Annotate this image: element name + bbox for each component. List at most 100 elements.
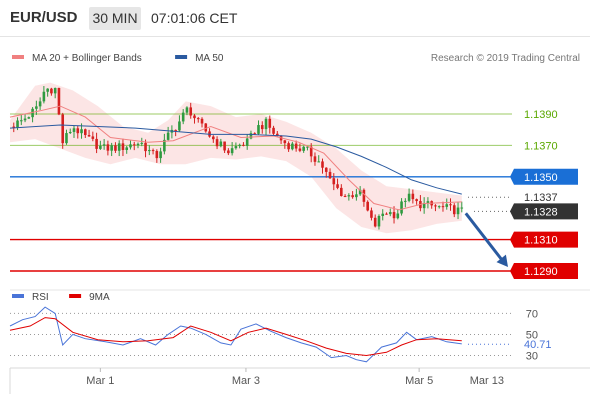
candle-body [65,133,68,144]
timeframe-badge[interactable]: 30 MIN [89,7,141,30]
candle-body [441,206,445,208]
candle-body [38,101,42,107]
candle-body [230,148,234,154]
candle-body [358,189,362,195]
level-label-4: 1.1328 [524,206,558,218]
candle-body [23,118,27,121]
candle-body [102,144,106,146]
candle-body [185,107,189,113]
candle-body [215,139,219,147]
candle-body [340,187,343,196]
level-label-bg-5 [510,231,578,248]
candle-body [309,146,313,157]
credit-text: Research © 2019 Trading Central [431,53,580,64]
time-axis: Mar 1 Mar 3 Mar 5 Mar 13 [9,367,590,394]
candle-body [351,195,354,198]
candle-body [144,142,147,152]
candle-body [283,140,287,144]
candle-body [324,167,328,172]
candle-body [42,91,46,102]
ma50-line [9,124,462,195]
candle-body [110,145,113,151]
candle-body [449,204,452,206]
candle-body [298,148,302,151]
candle-body [253,133,257,135]
x-tick-label-3: Mar 13 [470,375,504,387]
candle-body [388,212,392,215]
candle-body [196,118,200,120]
candle-body [366,201,369,211]
x-tick-label-0: Mar 1 [86,375,114,387]
candle-body [332,178,336,185]
candle-body [155,150,159,159]
candle-body [264,118,268,130]
rsi-legend-label-1: 9MA [89,292,110,303]
candle-body [392,212,396,219]
candle-body [302,146,305,151]
candle-body [291,143,294,150]
candle-body [460,207,464,209]
price-panel: 1.1390 1.1370 1.1350 1.1337 1.1328 1.1310 1.12… [9,82,578,280]
candle-body [422,203,426,209]
candle-body [53,87,57,94]
candle-body [106,144,110,151]
candle-body [212,136,215,140]
candle-body [16,120,19,128]
forecast-arrowhead [496,254,508,268]
candle-body [35,106,38,109]
candle-body [72,128,76,132]
candle-body [57,87,61,115]
timestamp: 07:01:06 CET [151,10,238,26]
candle-body [245,138,249,146]
rsi-legend-label-0: RSI [32,292,49,303]
legend-swatch-1 [175,55,188,59]
rsi-ma9-line [9,317,462,357]
forecast-arrow-shaft [464,212,504,261]
x-tick-label-1: Mar 3 [232,375,260,387]
level-label-bg-1 [514,137,578,154]
level-label-bg-0 [514,105,578,122]
candle-body [151,150,155,152]
candle-body [181,112,185,122]
candle-body [437,206,441,208]
candle-body [257,125,260,134]
level-label-2: 1.1350 [524,172,558,184]
level-label-bg-4 [510,203,578,220]
candle-body [166,132,170,140]
candle-body [268,118,272,128]
x-tick-label-2: Mar 5 [405,375,433,387]
candle-body [219,141,223,147]
candle-body [204,123,208,132]
level-label-6: 1.1290 [524,266,558,278]
candle-body [242,144,245,146]
candle-body [411,193,415,200]
level-label-bg-2 [510,168,578,185]
rsi-legend-swatch-1 [69,294,82,298]
candle-body [148,150,151,152]
candle-body [306,146,309,148]
candle-body [114,145,117,151]
candle-body [84,129,87,136]
candle-body [200,118,204,124]
candle-body [99,145,102,149]
candle-body [136,143,140,146]
candle-body [76,128,80,134]
candle-body [456,207,460,215]
candle-body [260,125,264,130]
rsi-line [9,306,462,363]
candle-body [12,126,16,128]
candle-body [249,133,253,139]
legend-swatch-0 [12,55,24,59]
candle-body [317,161,321,163]
candle-body [336,184,339,188]
candle-body [31,108,34,118]
legend-label-0: MA 20 + Bollinger Bands [32,53,142,64]
candle-body [159,151,162,159]
legends: MA 20 + Bollinger Bands MA 50 Research © 2… [12,53,580,303]
currency-pair: EUR/USD [10,9,78,26]
candle-body [434,205,437,207]
level-label-0: 1.1390 [524,109,558,121]
candle-body [272,127,275,134]
candle-body [294,143,298,149]
